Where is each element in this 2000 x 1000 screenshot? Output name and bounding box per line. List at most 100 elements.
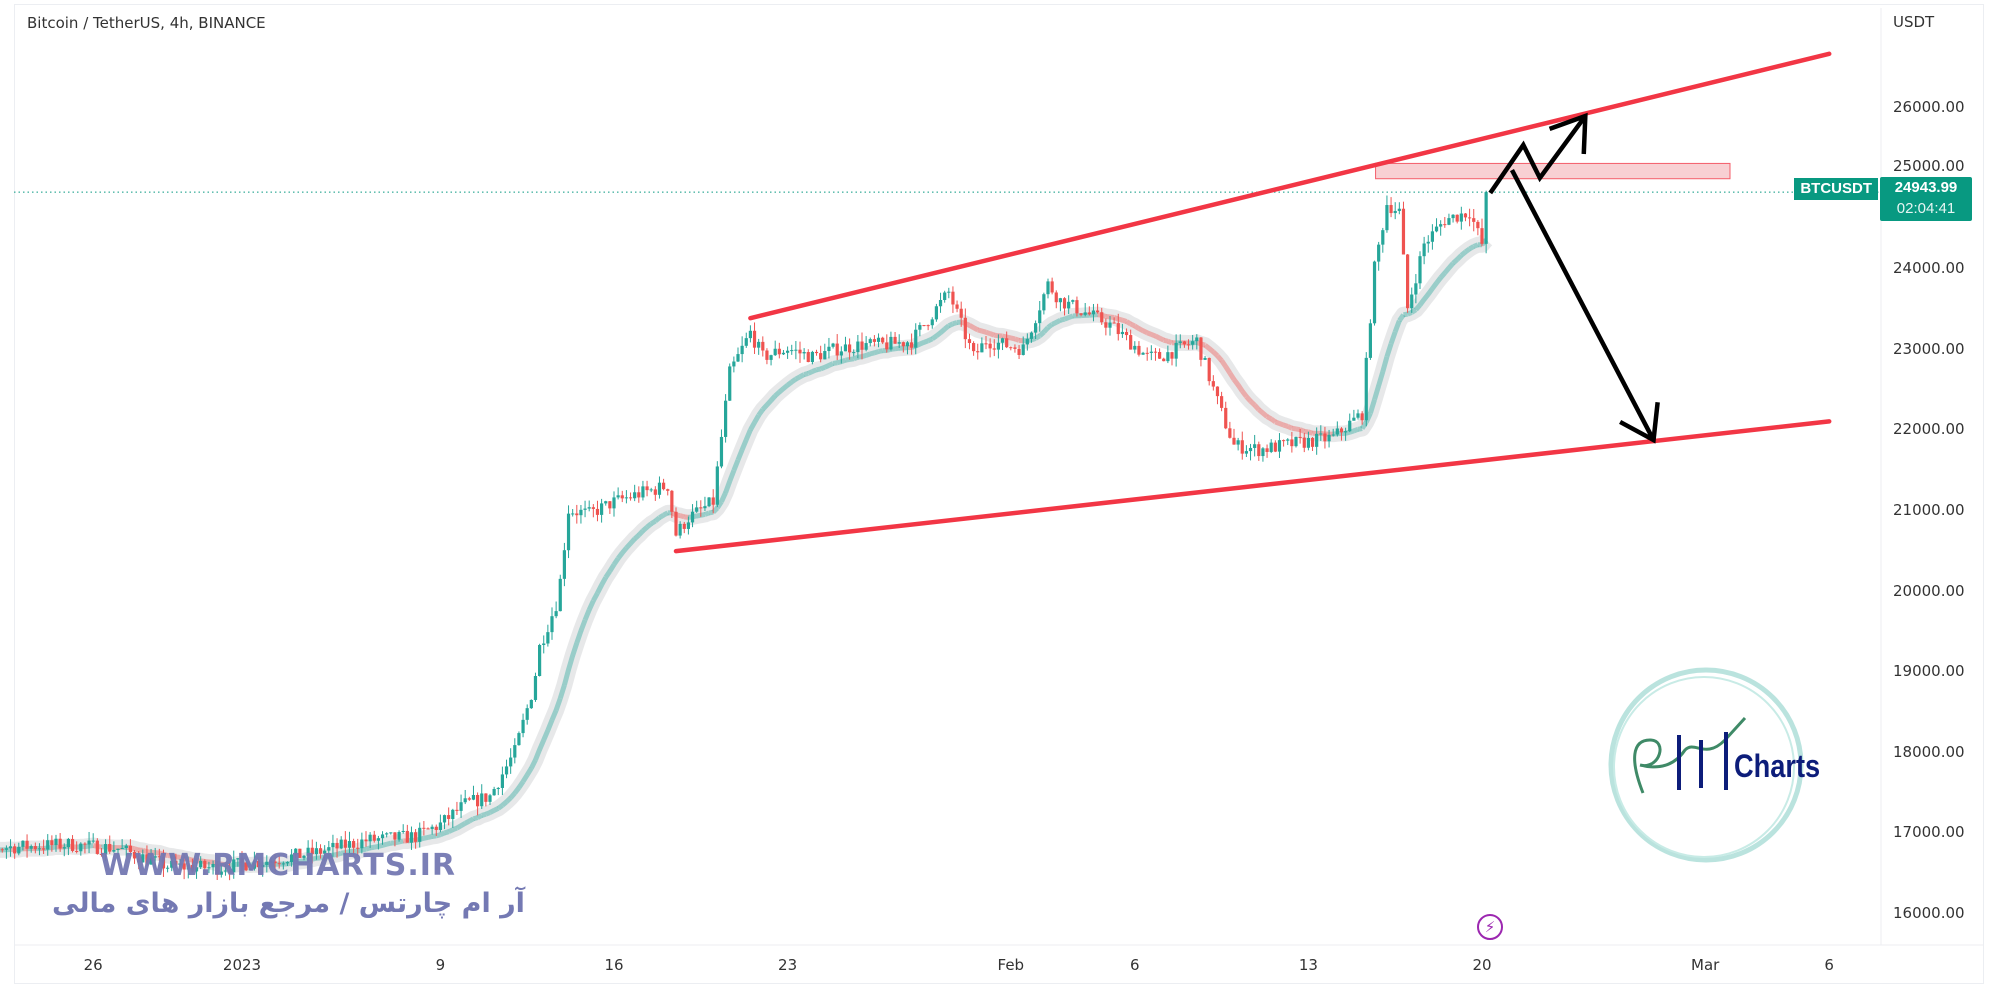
candle-body	[662, 482, 666, 490]
candle-body	[194, 867, 199, 872]
candle	[29, 844, 33, 853]
price-axis-unit: USDT	[1893, 13, 1935, 31]
ma-segment	[212, 859, 218, 866]
candle	[1389, 197, 1393, 218]
resistance-zone	[1375, 162, 1731, 180]
candle-body	[509, 757, 513, 767]
ma-segment	[332, 851, 338, 858]
ma-segment	[599, 576, 608, 587]
ma-segment	[947, 321, 954, 328]
ma-segment	[1146, 330, 1153, 337]
ma-segment	[1257, 407, 1265, 416]
candle-body	[641, 486, 645, 498]
ma-segment	[1406, 310, 1413, 317]
candle-body	[889, 336, 893, 350]
candle	[988, 338, 992, 358]
candle-body	[682, 523, 686, 529]
candle-body	[1451, 214, 1455, 219]
ma-segment	[1307, 429, 1314, 436]
ma-segment	[735, 448, 745, 461]
candle-body	[161, 856, 166, 869]
candle	[645, 480, 649, 497]
candle-body	[1174, 342, 1178, 359]
ma-segment	[557, 684, 567, 700]
candle	[777, 342, 781, 359]
ma-segment	[133, 846, 140, 853]
ma-segment	[886, 346, 892, 353]
candle-body	[1224, 407, 1228, 429]
ma-segment	[1207, 346, 1215, 354]
ma-segment	[307, 856, 313, 863]
ma-segment	[1410, 307, 1418, 315]
candle	[1323, 426, 1327, 449]
ma-segment	[1352, 426, 1359, 434]
candle-body	[265, 861, 269, 865]
candle	[1368, 319, 1372, 360]
ma-segment	[1067, 313, 1074, 320]
candle-body	[1265, 448, 1269, 452]
candle-body	[1282, 440, 1286, 442]
candle-body	[1091, 310, 1096, 315]
candle	[1401, 201, 1406, 255]
symbol-title[interactable]: Bitcoin / TetherUS, 4h, BINANCE	[27, 14, 266, 32]
candle	[91, 833, 95, 844]
ma-segment	[1203, 343, 1211, 351]
ma-segment	[541, 729, 551, 742]
candle	[1162, 357, 1166, 362]
candle-body	[794, 349, 798, 351]
ma-segment	[760, 403, 769, 412]
candle-body	[670, 490, 674, 512]
candle	[1207, 357, 1211, 386]
ma-segment	[1248, 399, 1257, 407]
candle	[459, 794, 463, 818]
candle-body	[827, 346, 831, 352]
ma-segment	[377, 842, 384, 849]
watermark-tagline: آر ام چارتس / مرجع بازار های مالی	[52, 888, 525, 919]
candle	[170, 855, 174, 872]
candle-body	[1029, 332, 1034, 339]
candle-body	[58, 838, 62, 849]
ma-segment	[468, 816, 475, 824]
candle-body	[182, 863, 186, 870]
candle	[116, 848, 120, 859]
time-tick: 26	[83, 956, 103, 974]
candle-body	[674, 511, 678, 536]
candle-body	[1443, 224, 1447, 226]
candle-body	[0, 849, 4, 851]
lightning-bolt-icon[interactable]: ⚡	[1477, 914, 1503, 940]
candle-body	[992, 348, 996, 350]
candle	[1009, 346, 1013, 351]
ma-segment	[1141, 328, 1149, 336]
candle	[335, 838, 339, 858]
candle	[513, 738, 517, 764]
candle	[1447, 213, 1451, 226]
ticker-label: BTCUSDT	[1794, 178, 1878, 200]
candle	[261, 860, 265, 877]
candle	[1025, 333, 1029, 351]
candle-body	[839, 351, 843, 356]
candle-body	[451, 809, 455, 819]
candle	[1034, 320, 1038, 340]
candle-body	[203, 860, 207, 869]
ma-segment	[365, 845, 371, 852]
ma-segment	[328, 852, 334, 859]
candle-body	[302, 855, 306, 858]
candle-body	[1232, 437, 1236, 445]
candle-body	[1244, 451, 1248, 454]
candle-body	[211, 863, 215, 868]
candle-body	[1240, 440, 1244, 454]
ma-segment	[1125, 319, 1132, 327]
candle-body	[104, 844, 108, 855]
ma-segment	[943, 323, 951, 332]
candle	[476, 792, 480, 816]
ma-segment	[649, 518, 657, 526]
ma-segment	[1299, 427, 1306, 434]
ma-segment	[361, 846, 367, 853]
ma-segment	[451, 825, 458, 833]
candle-body	[814, 351, 819, 354]
candle	[314, 841, 318, 860]
ma-segment	[903, 345, 908, 351]
ma-segment	[481, 811, 487, 818]
candle-body	[323, 850, 327, 854]
